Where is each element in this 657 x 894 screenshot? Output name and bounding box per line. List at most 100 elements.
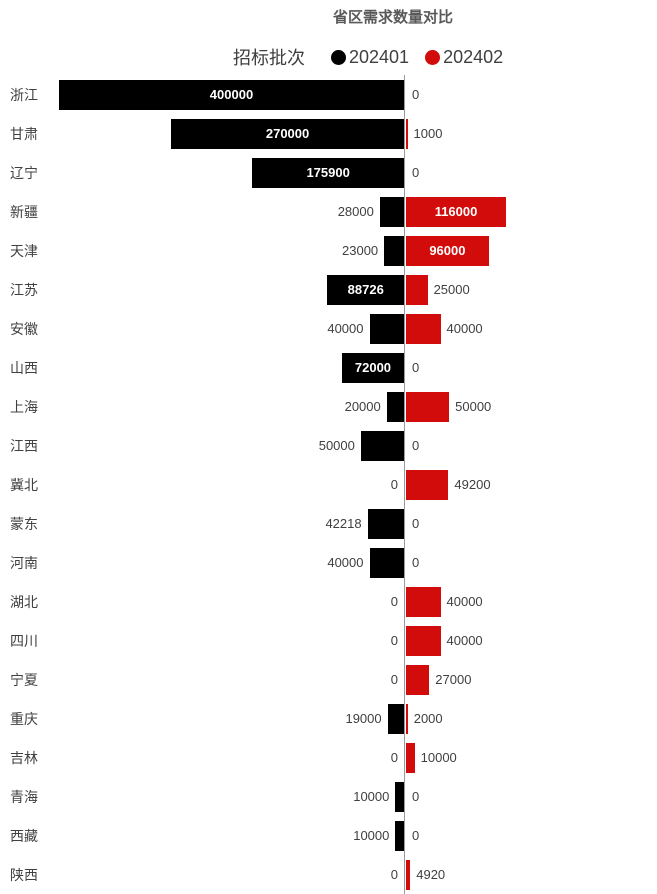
value-label: 10000 — [353, 828, 390, 843]
zone-left: 40000 — [0, 543, 404, 582]
bar-202402[interactable] — [406, 664, 430, 695]
bar-202402[interactable] — [406, 118, 408, 149]
bar-202401[interactable] — [387, 703, 404, 734]
zone-left: 20000 — [0, 387, 404, 426]
chart-row: 辽宁 175900 0 — [0, 153, 657, 192]
chart-row: 陕西 0 4920 — [0, 855, 657, 894]
category-label: 上海 — [10, 398, 38, 415]
bar-202401[interactable] — [367, 508, 404, 539]
bar-202401[interactable]: 400000 — [59, 79, 404, 110]
zone-right: 10000 — [406, 738, 657, 777]
bar-202401[interactable] — [395, 820, 404, 851]
zone-right: 0 — [406, 75, 657, 114]
legend-item-202401[interactable]: 202401 — [331, 47, 409, 68]
bar-202401[interactable] — [379, 196, 404, 227]
zone-left: 10000 — [0, 777, 404, 816]
bar-202402[interactable] — [406, 274, 428, 305]
chart-row: 蒙东 42218 0 — [0, 504, 657, 543]
zone-right: 1000 — [406, 114, 657, 153]
value-label: 0 — [412, 165, 420, 180]
value-label: 96000 — [429, 243, 466, 258]
zone-right: 4920 — [406, 855, 657, 894]
value-label: 0 — [390, 594, 398, 609]
bar-202401[interactable] — [386, 391, 404, 422]
bar-202402[interactable] — [406, 391, 450, 422]
bar-202402[interactable] — [406, 742, 415, 773]
bar-202401[interactable] — [369, 313, 404, 344]
value-label: 50000 — [455, 399, 492, 414]
bar-202402[interactable] — [406, 703, 408, 734]
value-label: 175900 — [306, 165, 350, 180]
bar-202401[interactable]: 270000 — [171, 118, 404, 149]
zone-right: 0 — [406, 543, 657, 582]
legend-item-202402[interactable]: 202402 — [425, 47, 503, 68]
value-label: 0 — [390, 867, 398, 882]
zone-right: 0 — [406, 816, 657, 855]
value-label: 40000 — [446, 594, 483, 609]
zone-left: 0 — [0, 855, 404, 894]
bar-202401[interactable] — [384, 235, 404, 266]
category-label: 冀北 — [10, 476, 38, 493]
bar-202402[interactable]: 116000 — [406, 196, 507, 227]
value-label: 116000 — [434, 204, 478, 219]
value-label: 0 — [390, 633, 398, 648]
zone-right: 0 — [406, 348, 657, 387]
chart-row: 西藏 10000 0 — [0, 816, 657, 855]
value-label: 0 — [412, 828, 420, 843]
bar-202401[interactable]: 72000 — [341, 352, 404, 383]
category-label: 青海 — [10, 788, 38, 805]
bar-202402[interactable] — [406, 625, 441, 656]
zone-right: 25000 — [406, 270, 657, 309]
value-label: 50000 — [318, 438, 355, 453]
value-label: 72000 — [354, 360, 392, 375]
chart-row: 冀北 0 49200 — [0, 465, 657, 504]
zone-left: 42218 — [0, 504, 404, 543]
value-label: 40000 — [327, 555, 364, 570]
axis-line — [404, 75, 405, 894]
bar-202401[interactable] — [360, 430, 404, 461]
chart-row: 青海 10000 0 — [0, 777, 657, 816]
bar-202402[interactable] — [406, 859, 411, 890]
bar-202402[interactable] — [406, 469, 449, 500]
zone-left: 175900 — [0, 153, 404, 192]
category-label: 江苏 — [10, 281, 38, 298]
zone-right: 0 — [406, 777, 657, 816]
bar-202401[interactable] — [395, 781, 404, 812]
chart-row: 四川 0 40000 — [0, 621, 657, 660]
chart-row: 吉林 0 10000 — [0, 738, 657, 777]
value-label: 28000 — [337, 204, 374, 219]
category-label: 陕西 — [10, 866, 38, 883]
category-label: 重庆 — [10, 710, 38, 727]
category-label: 新疆 — [10, 203, 38, 220]
bar-202402[interactable] — [406, 313, 441, 344]
zone-left: 19000 — [0, 699, 404, 738]
category-label: 湖北 — [10, 593, 38, 610]
legend-label: 202402 — [443, 46, 504, 67]
value-label: 0 — [412, 438, 420, 453]
category-label: 甘肃 — [10, 125, 38, 142]
bar-202401[interactable]: 88726 — [327, 274, 404, 305]
chart-row: 新疆 28000 116000 — [0, 192, 657, 231]
zone-right: 0 — [406, 504, 657, 543]
zone-right: 27000 — [406, 660, 657, 699]
category-label: 江西 — [10, 437, 38, 454]
legend: 招标批次 202401 202402 — [233, 44, 519, 70]
bar-202401[interactable] — [369, 547, 404, 578]
category-label: 吉林 — [10, 749, 38, 766]
bar-202402[interactable] — [406, 586, 441, 617]
category-label: 西藏 — [10, 827, 38, 844]
value-label: 0 — [412, 555, 420, 570]
bar-202402[interactable]: 96000 — [406, 235, 489, 266]
bar-202401[interactable]: 175900 — [252, 157, 404, 188]
zone-left: 40000 — [0, 309, 404, 348]
value-label: 0 — [390, 477, 398, 492]
chart-title: 省区需求数量对比 — [332, 9, 454, 26]
value-label: 10000 — [420, 750, 457, 765]
chart-row: 宁夏 0 27000 — [0, 660, 657, 699]
category-label: 宁夏 — [10, 671, 38, 688]
category-label: 山西 — [10, 359, 38, 376]
zone-left: 400000 — [0, 75, 404, 114]
value-label: 0 — [412, 360, 420, 375]
zone-left: 10000 — [0, 816, 404, 855]
value-label: 49200 — [454, 477, 491, 492]
